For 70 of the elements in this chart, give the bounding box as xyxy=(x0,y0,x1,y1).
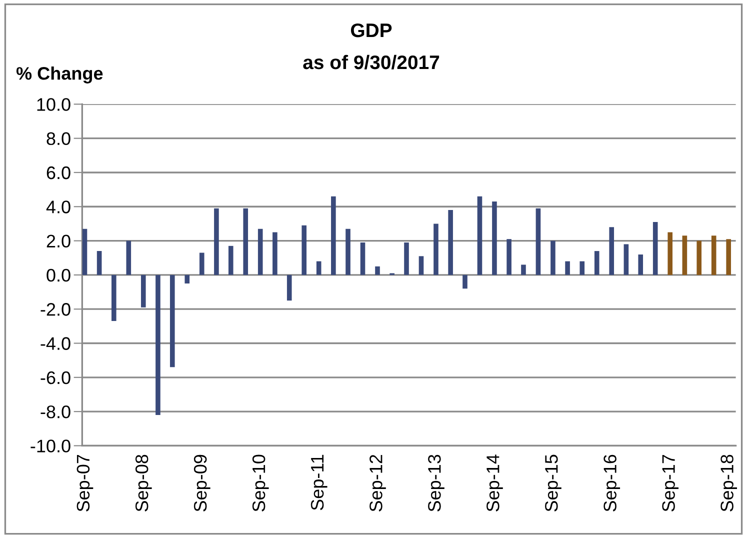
y-tick-label: 0.0 xyxy=(46,268,70,282)
y-tick-label: 4.0 xyxy=(46,200,70,214)
bar xyxy=(140,274,146,308)
bar xyxy=(126,240,132,275)
bar xyxy=(580,261,585,275)
bar xyxy=(726,239,731,275)
bar xyxy=(360,242,366,275)
bar xyxy=(594,251,600,275)
x-tick-label: Sep-14 xyxy=(486,454,503,512)
bar xyxy=(462,274,468,289)
bar xyxy=(243,208,248,275)
bar xyxy=(550,240,556,275)
x-tick-label: Sep-15 xyxy=(545,454,562,512)
bar xyxy=(609,227,614,275)
bar xyxy=(434,224,438,275)
bar xyxy=(228,246,234,275)
x-tick-label: Sep-13 xyxy=(428,454,444,512)
bar xyxy=(565,261,570,275)
y-tick-label: -8.0 xyxy=(40,405,70,418)
bar xyxy=(258,228,263,275)
bar xyxy=(652,222,658,275)
x-tick-label: Sep-18 xyxy=(720,454,737,512)
chart-title: GDP xyxy=(350,23,392,38)
bar xyxy=(111,274,116,322)
bar xyxy=(682,236,688,275)
bar xyxy=(668,232,672,275)
bar xyxy=(404,242,409,275)
y-tick-label: -6.0 xyxy=(40,371,70,384)
bar xyxy=(286,274,292,301)
bar xyxy=(477,196,482,275)
bar xyxy=(214,208,219,275)
y-axis-title: % Change xyxy=(16,66,103,84)
bar xyxy=(199,252,204,275)
bar xyxy=(96,251,102,275)
y-tick-label: 10.0 xyxy=(37,98,70,111)
bar xyxy=(492,202,497,275)
bar xyxy=(82,228,88,275)
bar xyxy=(302,225,307,275)
x-tick-label: Sep-17 xyxy=(662,454,679,512)
y-tick-label: -2.0 xyxy=(40,303,70,316)
y-tick-label: -4.0 xyxy=(40,337,70,350)
x-tick-label: Sep-16 xyxy=(604,454,620,512)
bar xyxy=(156,274,160,415)
y-tick-label: 2.0 xyxy=(46,234,70,248)
bar xyxy=(272,232,278,275)
bar xyxy=(331,196,336,275)
bar xyxy=(506,239,512,275)
bar xyxy=(375,266,380,275)
bar xyxy=(638,254,644,275)
bar xyxy=(521,264,526,275)
chart-subtitle: as of 9/30/2017 xyxy=(303,54,440,70)
bar xyxy=(536,208,541,275)
x-tick-label: Sep-09 xyxy=(194,454,210,512)
bar xyxy=(448,210,453,275)
x-tick-label: Sep-07 xyxy=(76,454,94,512)
x-tick-label: Sep-11 xyxy=(310,454,328,510)
x-tick-label: Sep-08 xyxy=(135,454,152,512)
bar xyxy=(711,236,716,275)
x-tick-label: Sep-12 xyxy=(370,454,386,512)
bar xyxy=(316,261,322,275)
y-tick-label: 8.0 xyxy=(46,132,70,146)
y-tick-label: -10.0 xyxy=(30,440,70,452)
bar xyxy=(346,228,350,275)
y-tick-label: 6.0 xyxy=(46,166,70,180)
bar xyxy=(696,240,702,275)
bar xyxy=(184,274,190,284)
x-tick-label: Sep-10 xyxy=(252,454,269,512)
bar xyxy=(418,256,424,275)
bar xyxy=(624,244,629,275)
bar xyxy=(170,274,175,368)
